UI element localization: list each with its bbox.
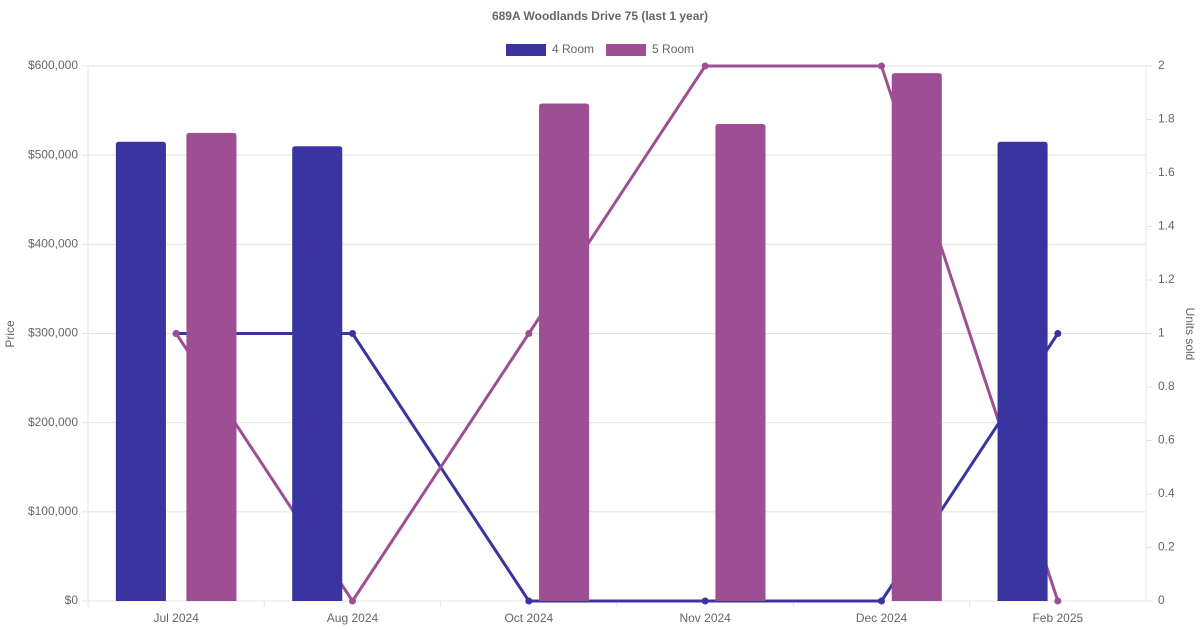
units-point <box>525 597 533 605</box>
y2-tick-label: 0.6 <box>1158 433 1175 447</box>
units-point <box>172 330 180 337</box>
bar <box>186 132 237 601</box>
bar <box>715 123 766 601</box>
units-point <box>878 597 885 605</box>
y-axis-label: Price <box>3 320 17 348</box>
y-tick-label: $400,000 <box>28 237 78 251</box>
y-tick-label: $100,000 <box>28 504 78 518</box>
legend-label: 4 Room <box>552 42 594 56</box>
y2-tick-label: 2 <box>1158 58 1165 72</box>
bar <box>115 141 166 601</box>
y2-tick-label: 0.4 <box>1158 486 1175 500</box>
y2-tick-label: 0.2 <box>1158 540 1175 554</box>
y2-tick-label: 1.2 <box>1158 272 1175 286</box>
units-point <box>349 330 356 337</box>
units-point <box>349 597 356 605</box>
legend-label: 5 Room <box>652 42 694 56</box>
x-tick-label: Jul 2024 <box>153 611 199 625</box>
legend-swatch <box>506 44 546 56</box>
y2-tick-label: 0.8 <box>1158 379 1175 393</box>
bar <box>539 103 590 601</box>
units-point <box>1054 330 1062 337</box>
y2-tick-label: 1.6 <box>1158 165 1175 179</box>
y-tick-label: $500,000 <box>28 147 78 161</box>
y-tick-label: $0 <box>65 593 79 607</box>
units-point <box>525 330 533 337</box>
units-point <box>878 62 885 70</box>
y-tick-label: $600,000 <box>28 58 78 72</box>
bar <box>997 141 1048 601</box>
units-point <box>1054 597 1062 605</box>
x-tick-label: Aug 2024 <box>327 611 379 625</box>
y-tick-label: $300,000 <box>28 326 78 340</box>
y2-tick-label: 1 <box>1158 326 1165 340</box>
x-tick-label: Oct 2024 <box>504 611 553 625</box>
units-point <box>701 597 709 605</box>
x-tick-label: Feb 2025 <box>1032 611 1083 625</box>
bar <box>891 73 942 602</box>
y2-tick-label: 1.8 <box>1158 112 1175 126</box>
x-tick-label: Dec 2024 <box>856 611 908 625</box>
chart-title: 689A Woodlands Drive 75 (last 1 year) <box>492 9 708 23</box>
x-tick-label: Nov 2024 <box>679 611 731 625</box>
bar <box>292 146 343 601</box>
y-tick-label: $200,000 <box>28 415 78 429</box>
y2-tick-label: 1.4 <box>1158 219 1175 233</box>
units-point <box>701 62 709 70</box>
y2-tick-label: 0 <box>1158 593 1165 607</box>
y2-axis-label: Units sold <box>1183 308 1197 361</box>
legend-swatch <box>606 44 647 56</box>
